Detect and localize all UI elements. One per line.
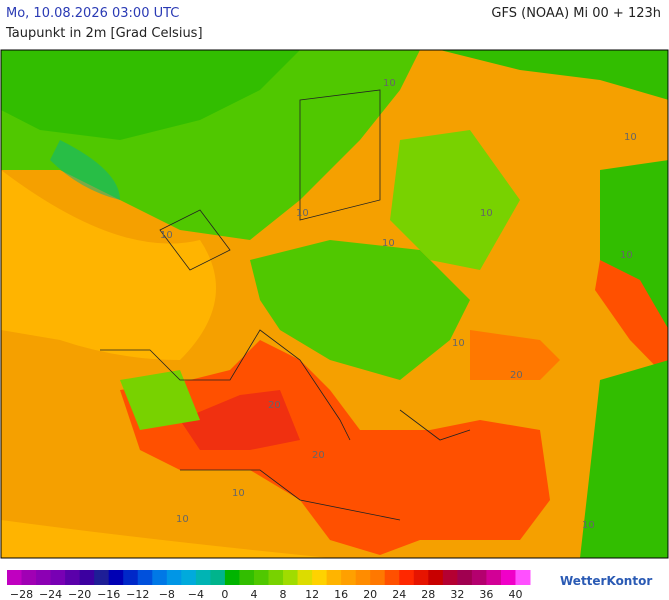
colorbar-label: 28 [421, 588, 435, 600]
colorbar-swatch [384, 570, 400, 585]
contour-label: 10 [176, 514, 189, 525]
colorbar-label: −16 [97, 588, 120, 600]
contour-label: 20 [510, 370, 523, 381]
colorbar-swatch [428, 570, 444, 585]
colorbar-swatch [239, 570, 255, 585]
contour-label: 10 [480, 208, 493, 219]
colorbar-label: 20 [363, 588, 377, 600]
colorbar-label: −8 [159, 588, 175, 600]
colorbar-swatch [65, 570, 81, 585]
contour-label: 10 [160, 230, 173, 241]
colorbar-label: −28 [10, 588, 33, 600]
colorbar-label: −12 [126, 588, 149, 600]
contour-label: 20 [268, 400, 281, 411]
colorbar-swatch [79, 570, 95, 585]
contour-label: 10 [624, 132, 637, 143]
contour-label: 10 [382, 238, 395, 249]
colorbar-label: −24 [39, 588, 62, 600]
model: GFS (NOAA) Mi 00 + 123h [491, 6, 661, 21]
colorbar-swatch [268, 570, 284, 585]
colorbar-label: 4 [250, 588, 257, 600]
colorbar-swatch [137, 570, 153, 585]
colorbar-label: 36 [479, 588, 493, 600]
contour-label: 10 [452, 338, 465, 349]
colorbar-label: 24 [392, 588, 406, 600]
colorbar-swatch [166, 570, 182, 585]
colorbar-label: 32 [450, 588, 464, 600]
colorbar-swatch [515, 570, 531, 585]
colorbar-label: 40 [508, 588, 522, 600]
contour-label: 10 [582, 520, 595, 531]
contour-label: 10 [383, 78, 396, 89]
contour-label: 20 [312, 450, 325, 461]
colorbar-swatch [370, 570, 386, 585]
colorbar-swatch [50, 570, 66, 585]
colorbar-label: 12 [305, 588, 319, 600]
contour-label: 10 [620, 250, 633, 261]
colorbar-swatch [297, 570, 313, 585]
colorbar-label: −4 [188, 588, 204, 600]
colorbar-swatch [94, 570, 110, 585]
colorbar-label: −20 [68, 588, 91, 600]
colorbar-swatch [181, 570, 197, 585]
colorbar-swatch [341, 570, 357, 585]
colorbar-swatch [123, 570, 139, 585]
colorbar-swatch [21, 570, 37, 585]
colorbar-swatch [326, 570, 342, 585]
colorbar-swatch [224, 570, 240, 585]
colorbar-swatch [471, 570, 487, 585]
logo: WetterKontor [560, 574, 652, 588]
colorbar-swatch [500, 570, 516, 585]
colorbar-swatch [442, 570, 458, 585]
date: Mo, 10.08.2026 03:00 UTC [6, 6, 180, 21]
colorbar-swatch [312, 570, 328, 585]
colorbar-swatch [413, 570, 429, 585]
colorbar-label: 8 [280, 588, 287, 600]
colorbar-swatch [195, 570, 211, 585]
colorbar-swatch [457, 570, 473, 585]
colorbar-label: 16 [334, 588, 348, 600]
contour-label: 10 [296, 208, 309, 219]
colorbar-swatch [399, 570, 415, 585]
colorbar-swatch [152, 570, 168, 585]
colorbar-swatch [253, 570, 269, 585]
colorbar-swatch [36, 570, 52, 585]
colorbar-swatch [355, 570, 371, 585]
colorbar-swatch [486, 570, 502, 585]
colorbar-swatch [210, 570, 226, 585]
colorbar-swatch [7, 570, 23, 585]
colorbar-swatch [283, 570, 299, 585]
contour-label: 10 [232, 488, 245, 499]
parameter: Taupunkt in 2m [Grad Celsius] [6, 26, 203, 41]
colorbar-swatch [108, 570, 124, 585]
colorbar-label: 0 [221, 588, 228, 600]
